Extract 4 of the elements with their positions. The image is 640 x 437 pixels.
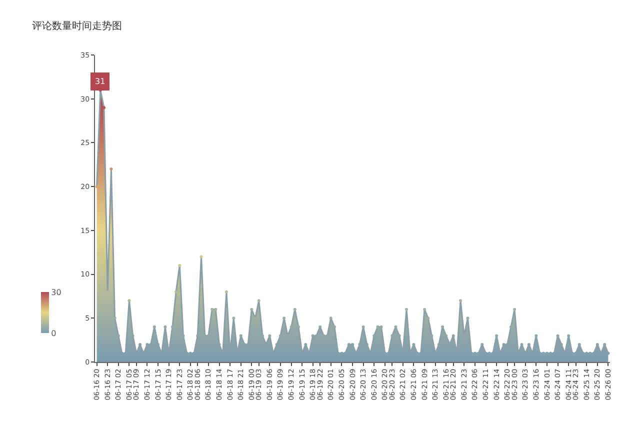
annotation: 31 (95, 77, 106, 86)
chart-title: 评论数量时间走势图 (32, 20, 122, 32)
color-bar-label: 30 (51, 288, 62, 298)
color-bar-label: 0 (51, 329, 56, 338)
